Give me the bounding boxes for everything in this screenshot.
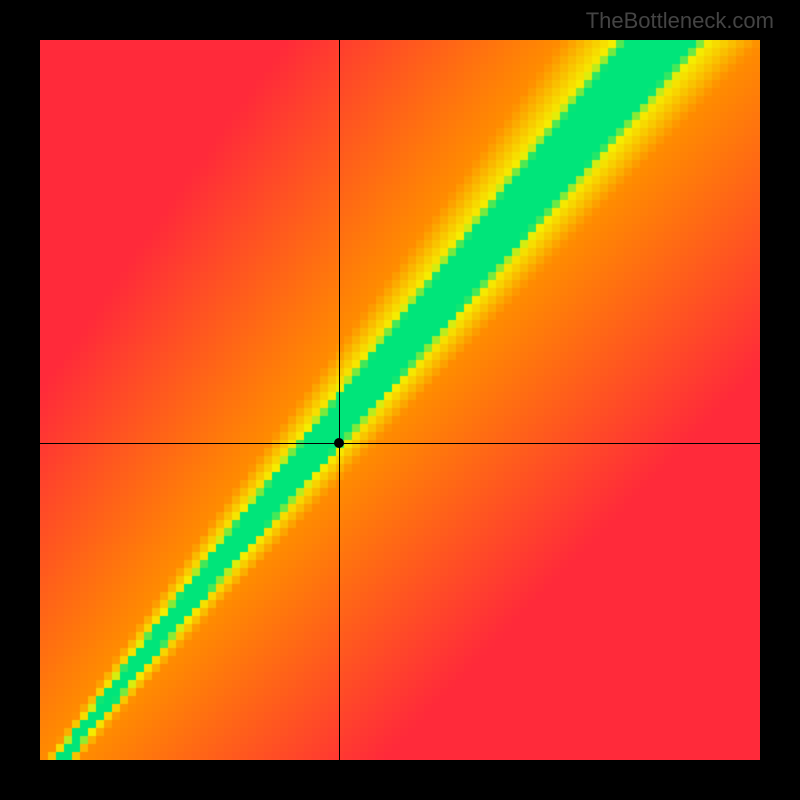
crosshair-horizontal [40, 443, 760, 444]
watermark-text: TheBottleneck.com [586, 8, 774, 34]
heatmap-canvas [40, 40, 760, 760]
bottleneck-heatmap [40, 40, 760, 760]
data-point-marker [334, 438, 344, 448]
crosshair-vertical [339, 40, 340, 760]
